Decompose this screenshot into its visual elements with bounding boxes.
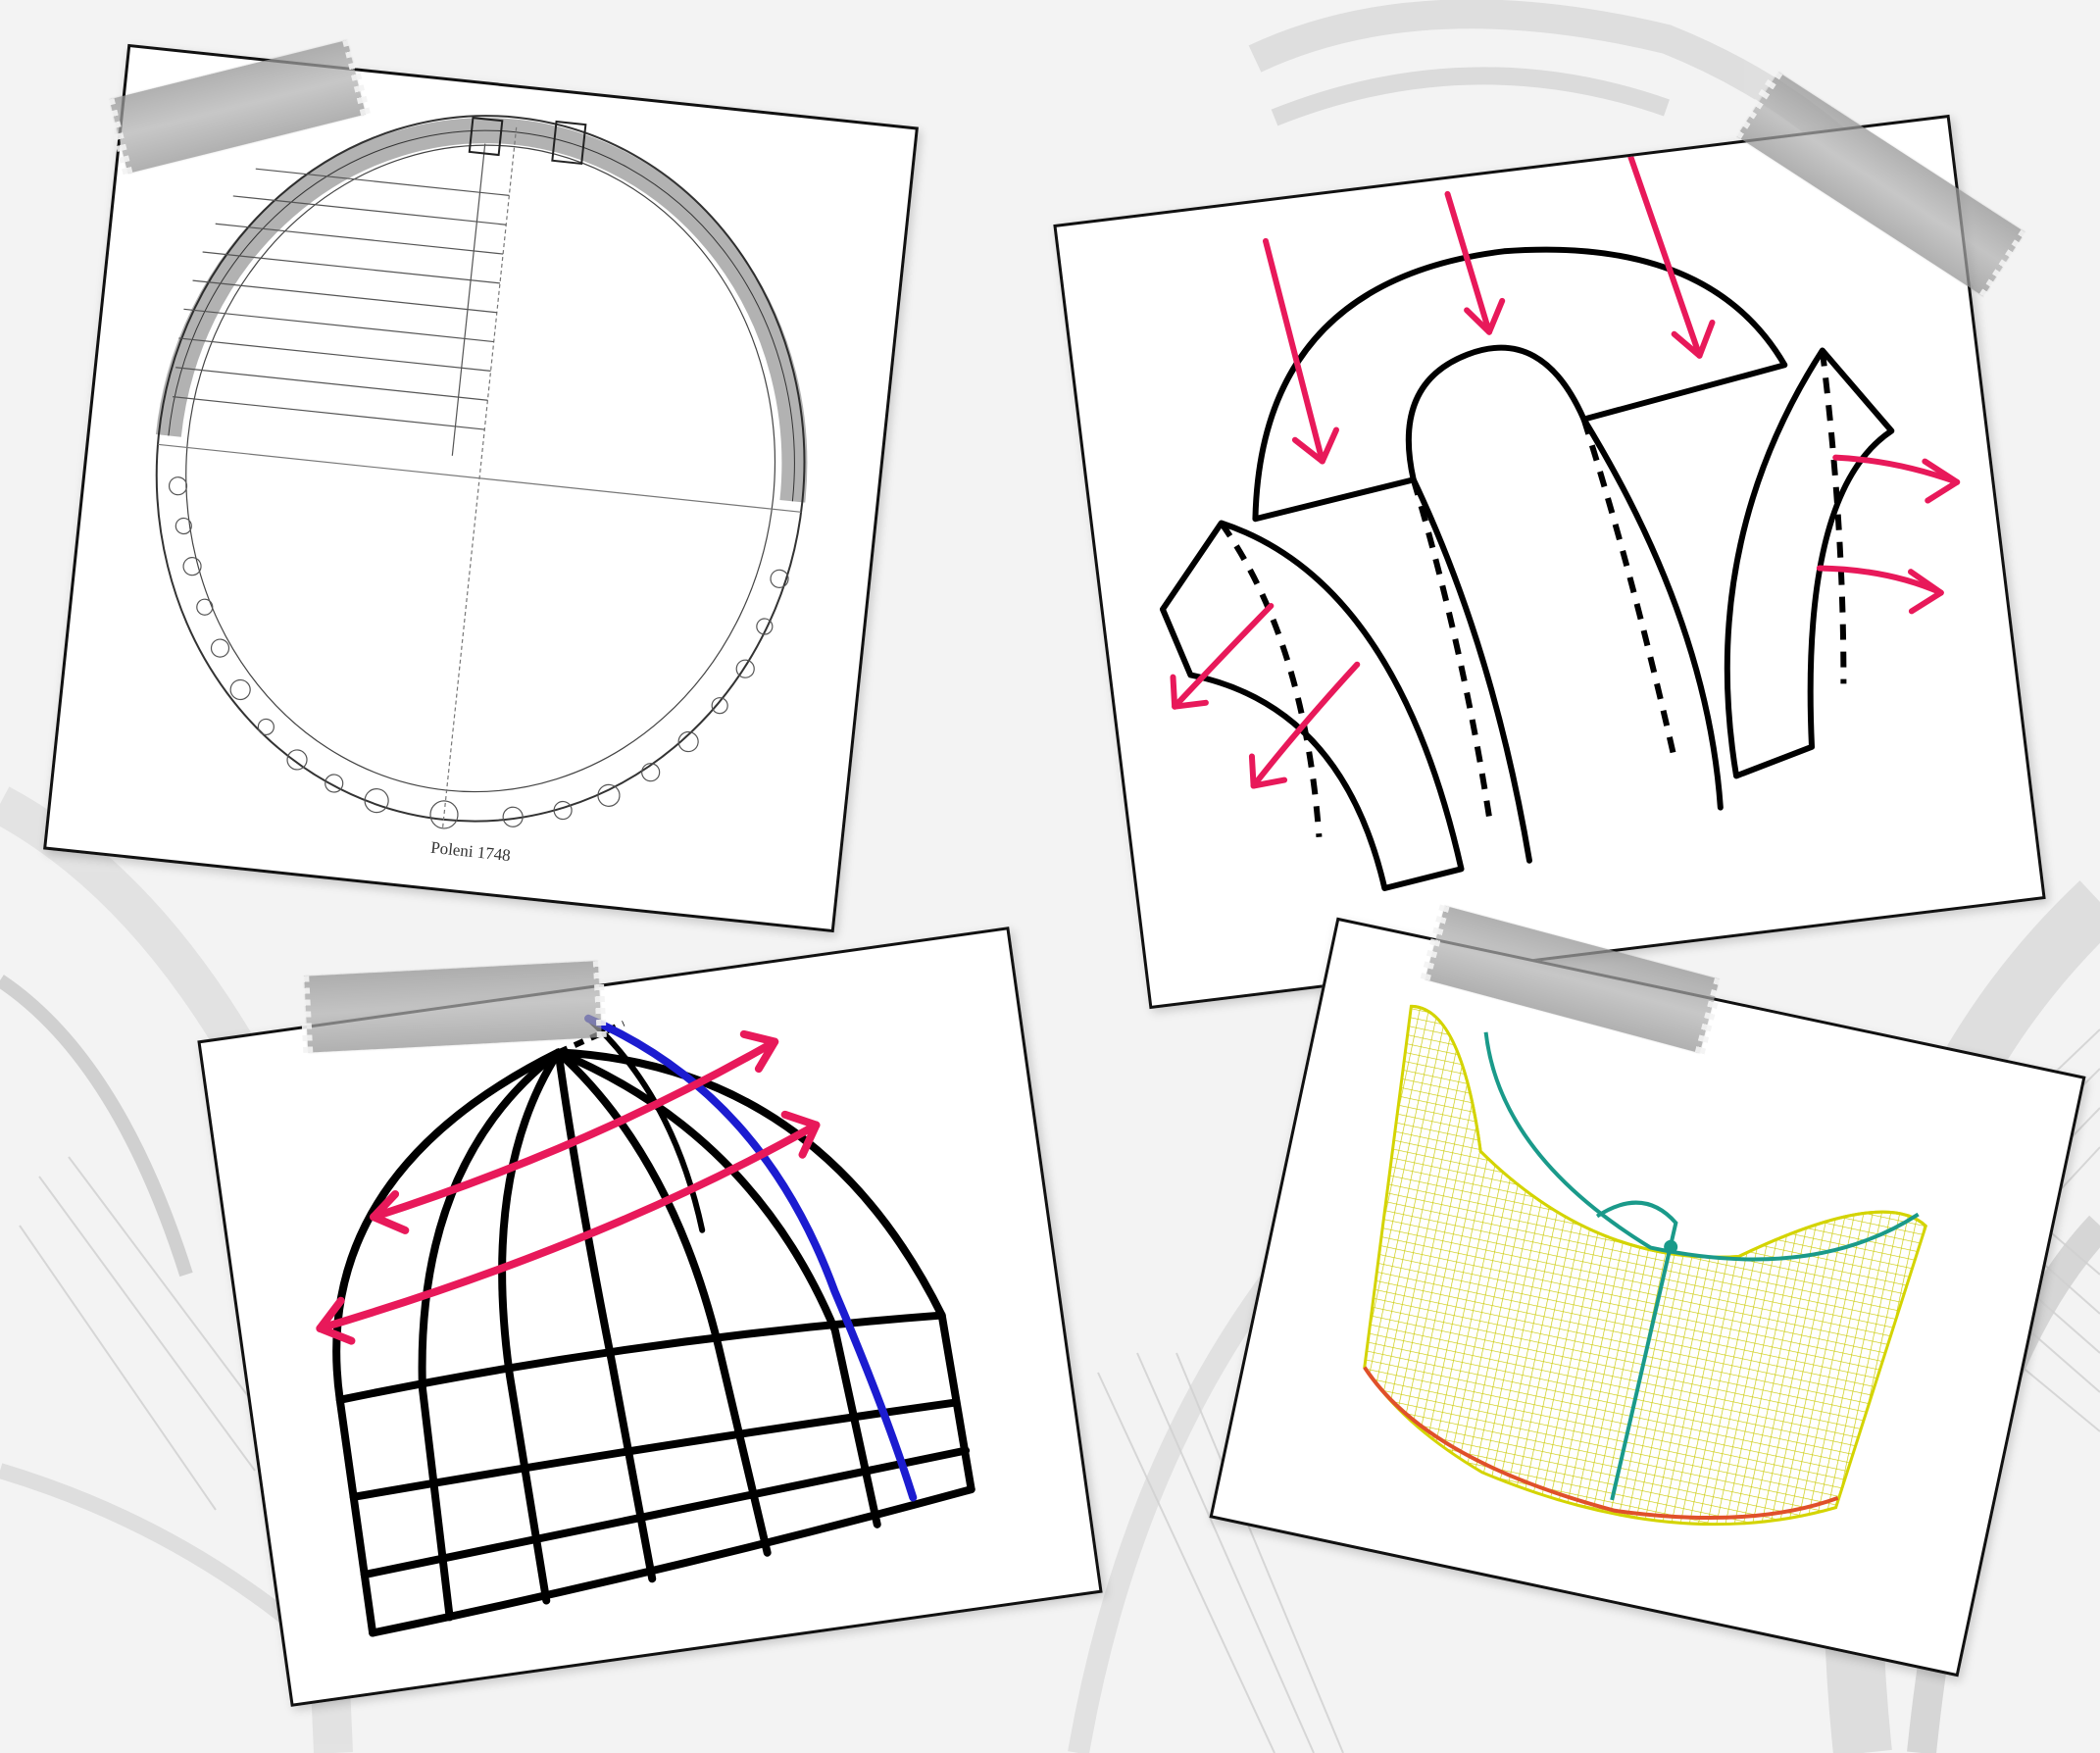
arch-forces-card — [1053, 72, 2046, 1010]
tape-strip-dome — [304, 961, 602, 1053]
red-force-arrow — [1832, 454, 1961, 504]
red-force-arrow — [1627, 153, 1716, 359]
red-force-arrow — [1248, 661, 1361, 789]
red-force-arrow — [1444, 190, 1506, 335]
red-force-arrow — [1170, 602, 1275, 710]
double-headed-hoop-arrow — [316, 1029, 821, 1345]
red-force-arrow — [1816, 565, 1944, 615]
red-force-arrow — [1262, 237, 1339, 465]
poleni-dome-section-illustration — [155, 115, 808, 829]
dome-grid-illustration — [316, 1014, 975, 1637]
poleni-drawing-card: Poleni 1748 — [43, 39, 919, 933]
saddle-surface-illustration — [1363, 1004, 1928, 1527]
arch-thrust-illustration — [1159, 153, 1961, 891]
saddle-surface-card — [1209, 905, 2086, 1678]
dome-hoop-forces-card — [197, 927, 1103, 1707]
